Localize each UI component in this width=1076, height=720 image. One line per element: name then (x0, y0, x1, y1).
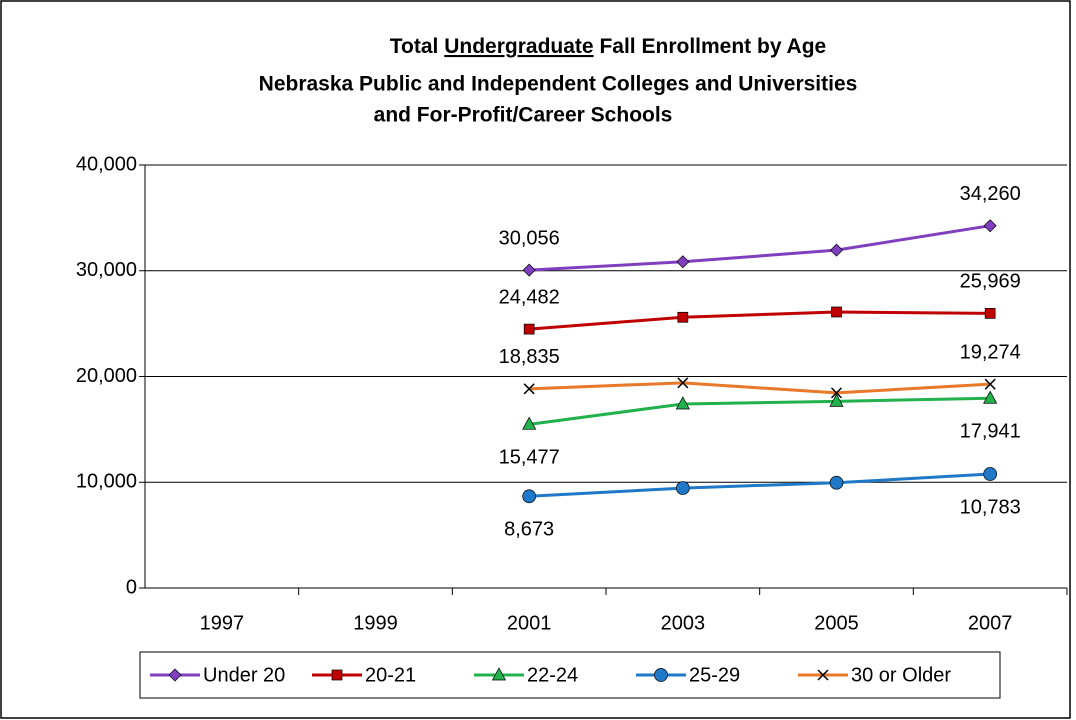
chart-title: Total Undergraduate Fall Enrollment by Age (390, 35, 826, 58)
marker (830, 243, 843, 257)
legend-label: 30 or Older (851, 664, 951, 686)
marker (675, 481, 690, 495)
title-part: Fall Enrollment by Age (599, 35, 826, 58)
chart-subtitle: and For-Profit/Career Schools (374, 104, 673, 127)
series-line (529, 224, 991, 272)
x-tick-label: 2003 (661, 612, 706, 634)
marker (983, 219, 997, 233)
title-part: Total (390, 35, 439, 58)
data-label: 15,477 (499, 447, 560, 469)
data-label: 30,056 (499, 227, 560, 249)
marker (522, 416, 537, 430)
marker (491, 667, 507, 681)
marker (523, 323, 535, 335)
data-label: 17,941 (960, 421, 1021, 443)
legend-label: Under 20 (203, 664, 285, 686)
legend-label: 25-29 (689, 664, 740, 686)
marker (677, 311, 689, 323)
y-tick-label: 30,000 (76, 259, 137, 281)
y-tick-label: 10,000 (76, 471, 137, 493)
legend-label: 20-21 (365, 664, 416, 686)
marker (522, 489, 537, 504)
marker (984, 378, 996, 390)
series-line (529, 381, 991, 395)
marker (983, 390, 998, 404)
marker (523, 383, 535, 395)
marker (831, 306, 842, 318)
marker (675, 396, 690, 410)
series-line (528, 396, 991, 426)
marker (676, 255, 690, 269)
x-tick-label: 2007 (968, 612, 1013, 634)
marker (654, 668, 668, 682)
marker (829, 475, 844, 490)
x-tick-label: 1997 (200, 612, 245, 634)
data-label: 10,783 (960, 496, 1021, 518)
marker (984, 308, 996, 319)
x-tick-label: 1999 (353, 612, 398, 634)
x-tick-label: 2001 (507, 612, 552, 634)
marker (522, 263, 536, 277)
data-label: 34,260 (960, 183, 1021, 205)
legend-box (139, 651, 1001, 699)
data-label: 19,274 (960, 341, 1021, 363)
x-tick-label: 2005 (814, 612, 859, 634)
marker (168, 668, 182, 682)
title-part: Undergraduate (444, 35, 593, 58)
y-tick-label: 40,000 (76, 153, 137, 175)
marker (677, 377, 689, 389)
marker (983, 467, 998, 481)
marker (817, 669, 829, 681)
series-line (529, 472, 991, 498)
data-label: 25,969 (960, 271, 1021, 293)
data-label: 8,673 (504, 519, 554, 541)
series-line (529, 310, 991, 331)
chart-subtitle: Nebraska Public and Independent Colleges… (259, 73, 858, 96)
data-label: 24,482 (499, 286, 560, 308)
legend-label: 22-24 (527, 664, 578, 686)
data-label: 18,835 (499, 346, 560, 368)
marker (830, 387, 843, 399)
y-tick-label: 20,000 (76, 365, 137, 387)
marker (331, 669, 343, 681)
y-tick-label: 0 (126, 576, 137, 598)
marker (829, 393, 844, 407)
